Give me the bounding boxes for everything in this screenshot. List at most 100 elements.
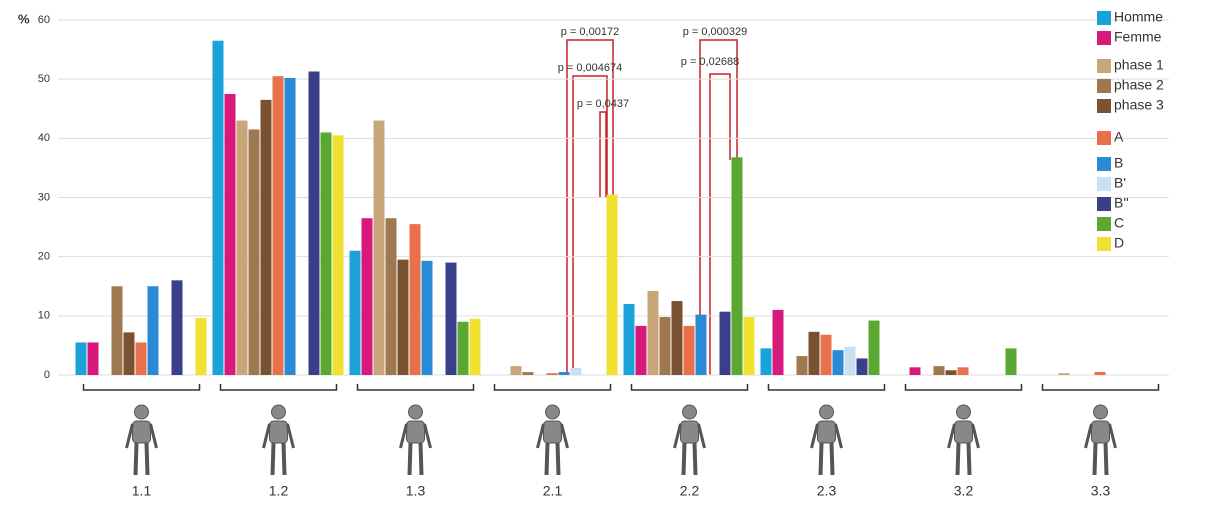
- skull: [134, 404, 149, 420]
- category-bracket: [767, 384, 886, 391]
- leg: [133, 442, 139, 476]
- bar: [760, 348, 772, 375]
- bar: [248, 129, 260, 375]
- bar: [397, 259, 409, 375]
- skeleton-icon: [947, 404, 980, 476]
- arm: [1084, 423, 1093, 449]
- legend-swatch: [1097, 217, 1111, 231]
- leg: [692, 442, 698, 476]
- arm: [399, 423, 408, 449]
- bar: [349, 250, 361, 375]
- torso: [132, 420, 151, 444]
- annotation: p = 0,00172: [561, 26, 619, 38]
- arm: [697, 423, 706, 449]
- skeleton-icon: [399, 404, 432, 476]
- torso: [269, 420, 288, 444]
- y-tick-label: 10: [38, 310, 50, 322]
- x-tick-label: 1.1: [132, 483, 152, 499]
- skull: [1093, 404, 1108, 420]
- bar: [361, 218, 373, 375]
- legend-swatch: [1097, 177, 1111, 191]
- leg: [270, 442, 276, 476]
- x-tick-label: 1.2: [269, 483, 289, 499]
- leg: [681, 442, 687, 476]
- bar: [945, 370, 957, 375]
- skull: [545, 404, 560, 420]
- x-tick-label: 3.2: [954, 483, 974, 499]
- x-tick-label: 2.2: [680, 483, 700, 499]
- legend-label: B: [1114, 155, 1123, 171]
- bar: [260, 99, 272, 375]
- annotation: p = 0,004674: [558, 62, 623, 74]
- legend-swatch: [1097, 197, 1111, 211]
- arm: [673, 423, 682, 449]
- bar: [75, 342, 87, 375]
- legend-swatch: [1097, 11, 1111, 25]
- bar: [743, 317, 755, 375]
- category-bracket: [493, 384, 612, 391]
- bar: [683, 325, 695, 375]
- leg: [418, 442, 424, 476]
- bar: [820, 334, 832, 375]
- bar: [212, 40, 224, 375]
- skeleton-icon: [125, 404, 158, 476]
- torso: [406, 420, 425, 444]
- leg: [407, 442, 413, 476]
- bar: [832, 350, 844, 375]
- skeleton-icon: [1084, 404, 1117, 476]
- legend-swatch: [1097, 237, 1111, 251]
- leg: [281, 442, 287, 476]
- bar: [659, 317, 671, 375]
- y-tick-label: 0: [44, 369, 50, 381]
- x-tick-label: 2.3: [817, 483, 837, 499]
- legend-swatch: [1097, 79, 1111, 93]
- torso: [543, 420, 562, 444]
- leg: [555, 442, 561, 476]
- category-bracket: [219, 384, 338, 391]
- torso: [817, 420, 836, 444]
- x-tick-label: 2.1: [543, 483, 563, 499]
- bar: [224, 93, 236, 375]
- skull: [271, 404, 286, 420]
- bar: [671, 301, 683, 375]
- legend-label: phase 1: [1114, 57, 1164, 73]
- arm: [560, 423, 569, 449]
- bar: [796, 356, 808, 375]
- arm: [149, 423, 158, 449]
- bar: [546, 373, 558, 375]
- bar: [1058, 373, 1070, 375]
- arm: [834, 423, 843, 449]
- bar: [272, 76, 284, 375]
- bar: [385, 218, 397, 375]
- x-tick-label: 3.3: [1091, 483, 1111, 499]
- bar: [772, 309, 784, 375]
- y-tick-label: 40: [38, 132, 50, 144]
- skeleton-icon: [262, 404, 295, 476]
- legend-swatch: [1097, 99, 1111, 113]
- torso: [954, 420, 973, 444]
- bar: [284, 77, 296, 375]
- bar: [957, 367, 969, 375]
- leg: [544, 442, 550, 476]
- arm: [971, 423, 980, 449]
- arm: [125, 423, 134, 449]
- legend-swatch: [1097, 131, 1111, 145]
- legend-label: A: [1114, 129, 1124, 145]
- skull: [408, 404, 423, 420]
- legend-label: D: [1114, 235, 1124, 251]
- leg: [818, 442, 824, 476]
- bar: [731, 157, 743, 375]
- skeleton-icon: [810, 404, 843, 476]
- bar: [570, 367, 582, 375]
- legend-label: phase 2: [1114, 77, 1164, 93]
- leg: [144, 442, 150, 476]
- bar: [647, 290, 659, 375]
- bar: [558, 372, 570, 375]
- bar: [909, 367, 921, 375]
- bar: [135, 342, 147, 375]
- bar: [719, 311, 731, 375]
- y-axis-label: %: [18, 11, 30, 26]
- annotation: p = 0,0437: [577, 98, 629, 110]
- bar: [606, 194, 618, 375]
- y-tick-label: 60: [38, 14, 50, 26]
